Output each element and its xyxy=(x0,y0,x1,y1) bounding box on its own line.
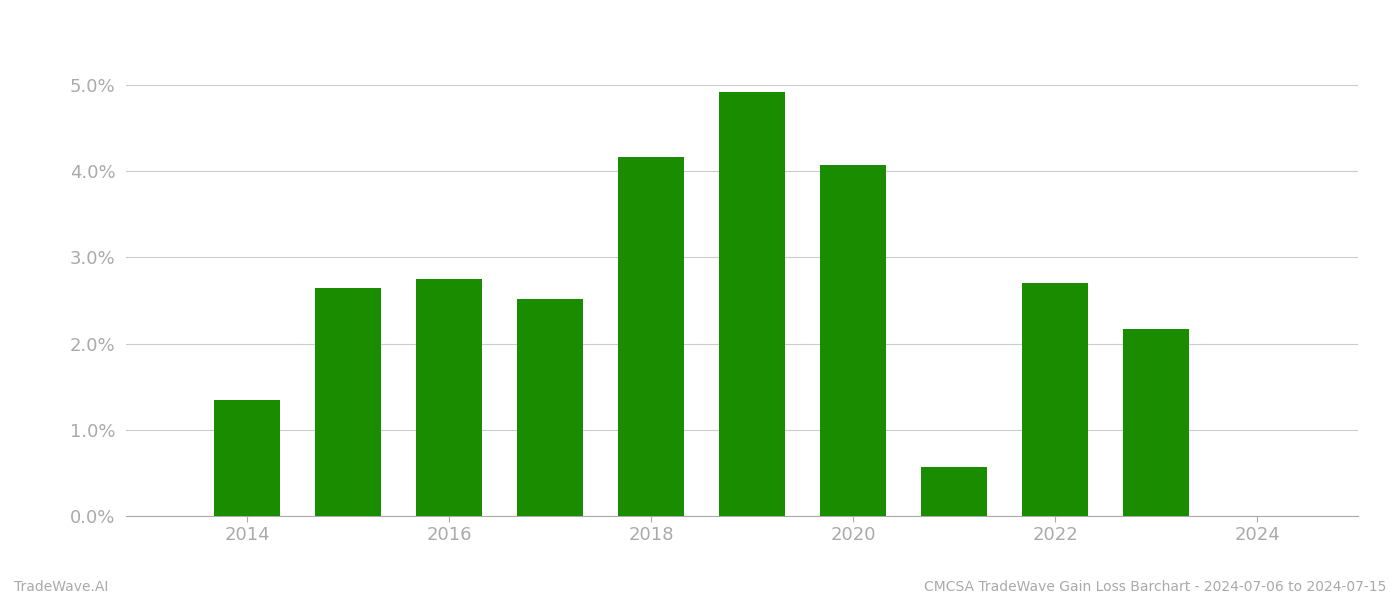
Text: TradeWave.AI: TradeWave.AI xyxy=(14,580,108,594)
Bar xyxy=(1022,283,1088,516)
Bar xyxy=(315,287,381,516)
Bar xyxy=(619,157,685,516)
Bar xyxy=(518,299,582,516)
Bar xyxy=(416,279,482,516)
Bar xyxy=(1123,329,1189,516)
Bar xyxy=(820,165,886,516)
Bar xyxy=(720,92,785,516)
Bar xyxy=(214,400,280,516)
Bar xyxy=(921,467,987,516)
Text: CMCSA TradeWave Gain Loss Barchart - 2024-07-06 to 2024-07-15: CMCSA TradeWave Gain Loss Barchart - 202… xyxy=(924,580,1386,594)
